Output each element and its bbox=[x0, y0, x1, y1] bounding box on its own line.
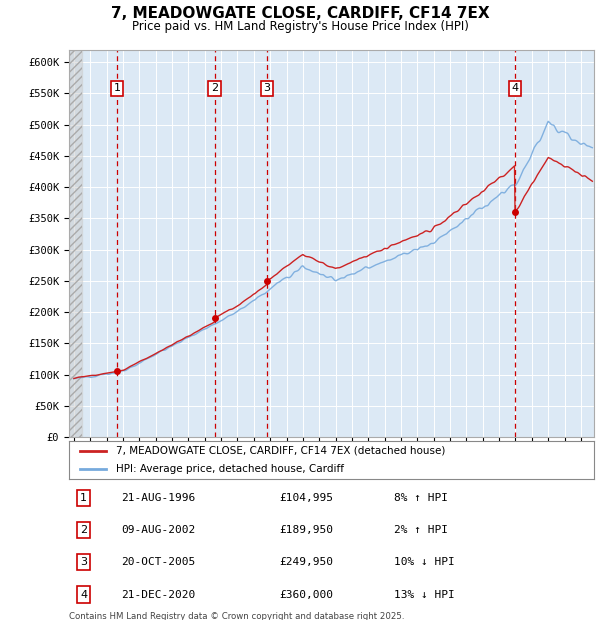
Text: 3: 3 bbox=[263, 83, 271, 94]
Text: Contains HM Land Registry data © Crown copyright and database right 2025.
This d: Contains HM Land Registry data © Crown c… bbox=[69, 612, 404, 620]
Text: £249,950: £249,950 bbox=[279, 557, 333, 567]
Text: 2% ↑ HPI: 2% ↑ HPI bbox=[395, 525, 449, 535]
Text: £104,995: £104,995 bbox=[279, 493, 333, 503]
Text: 21-DEC-2020: 21-DEC-2020 bbox=[121, 590, 196, 600]
Bar bbox=[69, 50, 82, 437]
Text: 1: 1 bbox=[113, 83, 121, 94]
Text: £360,000: £360,000 bbox=[279, 590, 333, 600]
Text: 1: 1 bbox=[80, 493, 87, 503]
Text: £189,950: £189,950 bbox=[279, 525, 333, 535]
Text: 4: 4 bbox=[80, 590, 87, 600]
Text: 2: 2 bbox=[211, 83, 218, 94]
Point bbox=[262, 276, 272, 286]
Text: 7, MEADOWGATE CLOSE, CARDIFF, CF14 7EX: 7, MEADOWGATE CLOSE, CARDIFF, CF14 7EX bbox=[110, 6, 490, 21]
Bar bbox=[69, 50, 82, 437]
Text: Price paid vs. HM Land Registry's House Price Index (HPI): Price paid vs. HM Land Registry's House … bbox=[131, 20, 469, 33]
Point bbox=[510, 207, 520, 217]
Text: 21-AUG-1996: 21-AUG-1996 bbox=[121, 493, 196, 503]
Point bbox=[112, 366, 122, 376]
Point bbox=[210, 314, 220, 324]
Text: 3: 3 bbox=[80, 557, 87, 567]
Text: 09-AUG-2002: 09-AUG-2002 bbox=[121, 525, 196, 535]
Text: 8% ↑ HPI: 8% ↑ HPI bbox=[395, 493, 449, 503]
Text: 2: 2 bbox=[80, 525, 87, 535]
Text: 20-OCT-2005: 20-OCT-2005 bbox=[121, 557, 196, 567]
Text: 7, MEADOWGATE CLOSE, CARDIFF, CF14 7EX (detached house): 7, MEADOWGATE CLOSE, CARDIFF, CF14 7EX (… bbox=[116, 446, 446, 456]
Text: 10% ↓ HPI: 10% ↓ HPI bbox=[395, 557, 455, 567]
Text: 13% ↓ HPI: 13% ↓ HPI bbox=[395, 590, 455, 600]
Text: 4: 4 bbox=[511, 83, 518, 94]
Text: HPI: Average price, detached house, Cardiff: HPI: Average price, detached house, Card… bbox=[116, 464, 344, 474]
